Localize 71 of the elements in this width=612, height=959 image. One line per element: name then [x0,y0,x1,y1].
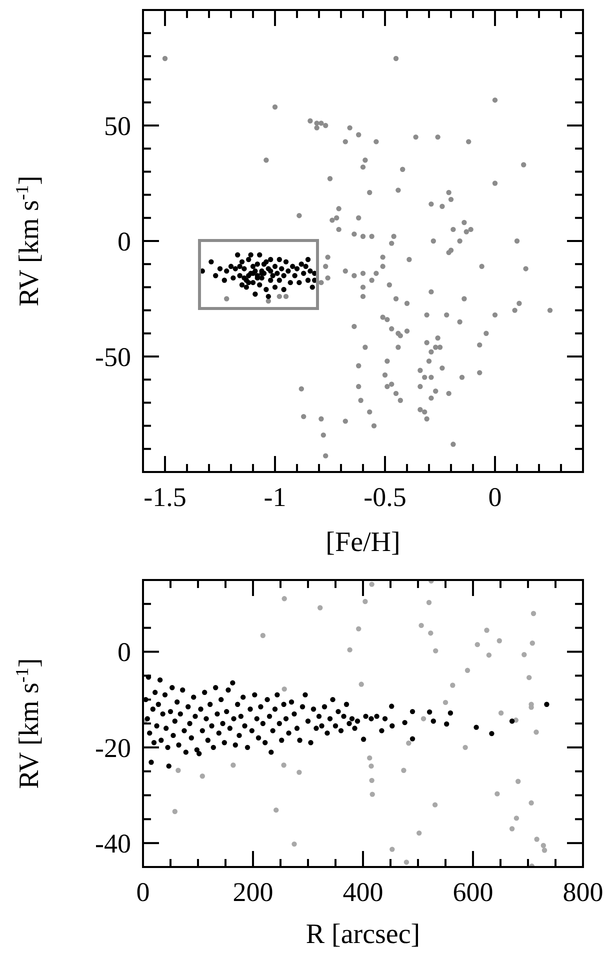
point [462,744,468,750]
y-tick-label: -50 [95,342,131,372]
x-tick-label: 200 [232,877,274,907]
x-tick-label: -1 [264,482,286,512]
point [369,582,374,587]
point [484,628,490,633]
point [498,710,504,716]
x-tick-label: 0 [488,482,502,512]
y-tick-label: -40 [95,828,131,859]
point [530,640,535,646]
point [516,778,521,784]
point [526,674,532,680]
point [542,848,548,853]
y-tick-label: 0 [118,226,131,256]
point [281,762,286,768]
point [522,652,527,658]
point [369,778,374,784]
point [282,686,287,692]
point [530,610,536,616]
point [416,830,422,836]
x-axis-title: R [arcsec] [306,919,420,950]
point [370,792,375,797]
point [433,648,438,654]
point [428,630,434,636]
point [282,596,287,602]
point [528,800,534,806]
y-tick-label: 0 [118,637,131,668]
point [534,730,539,735]
point [260,632,266,638]
x-tick-label: 0 [136,877,150,907]
point [464,668,470,674]
point [514,816,520,821]
point [367,755,372,761]
point [442,700,448,706]
point [450,682,456,688]
point [432,802,438,808]
point [426,600,432,606]
point [296,770,302,775]
x-tick-label: 400 [342,877,384,907]
point [390,846,395,852]
point [176,768,181,773]
x-axis-title: [Fe/H] [326,527,400,558]
point [494,791,500,796]
x-tick-label: 800 [562,877,604,907]
point [172,808,178,814]
point [420,716,426,722]
y-tick-label: 50 [104,110,131,141]
point [509,826,515,832]
point [356,626,362,632]
point [404,860,410,865]
point [486,652,492,658]
point [406,740,412,746]
point [496,638,502,644]
point [368,763,374,769]
point [318,605,323,610]
point [362,598,368,604]
point [230,762,236,768]
point [401,768,406,773]
point [200,774,205,779]
x-tick-label: -0.5 [364,482,406,512]
point [474,642,480,648]
y-tick-label: -20 [95,732,131,763]
point [358,682,364,687]
x-tick-label: 600 [452,877,494,907]
point [347,647,352,652]
point [418,622,424,628]
point [540,842,546,848]
point [274,807,279,813]
point [534,836,540,842]
x-tick-label: -1.5 [144,482,186,512]
point [292,841,297,847]
